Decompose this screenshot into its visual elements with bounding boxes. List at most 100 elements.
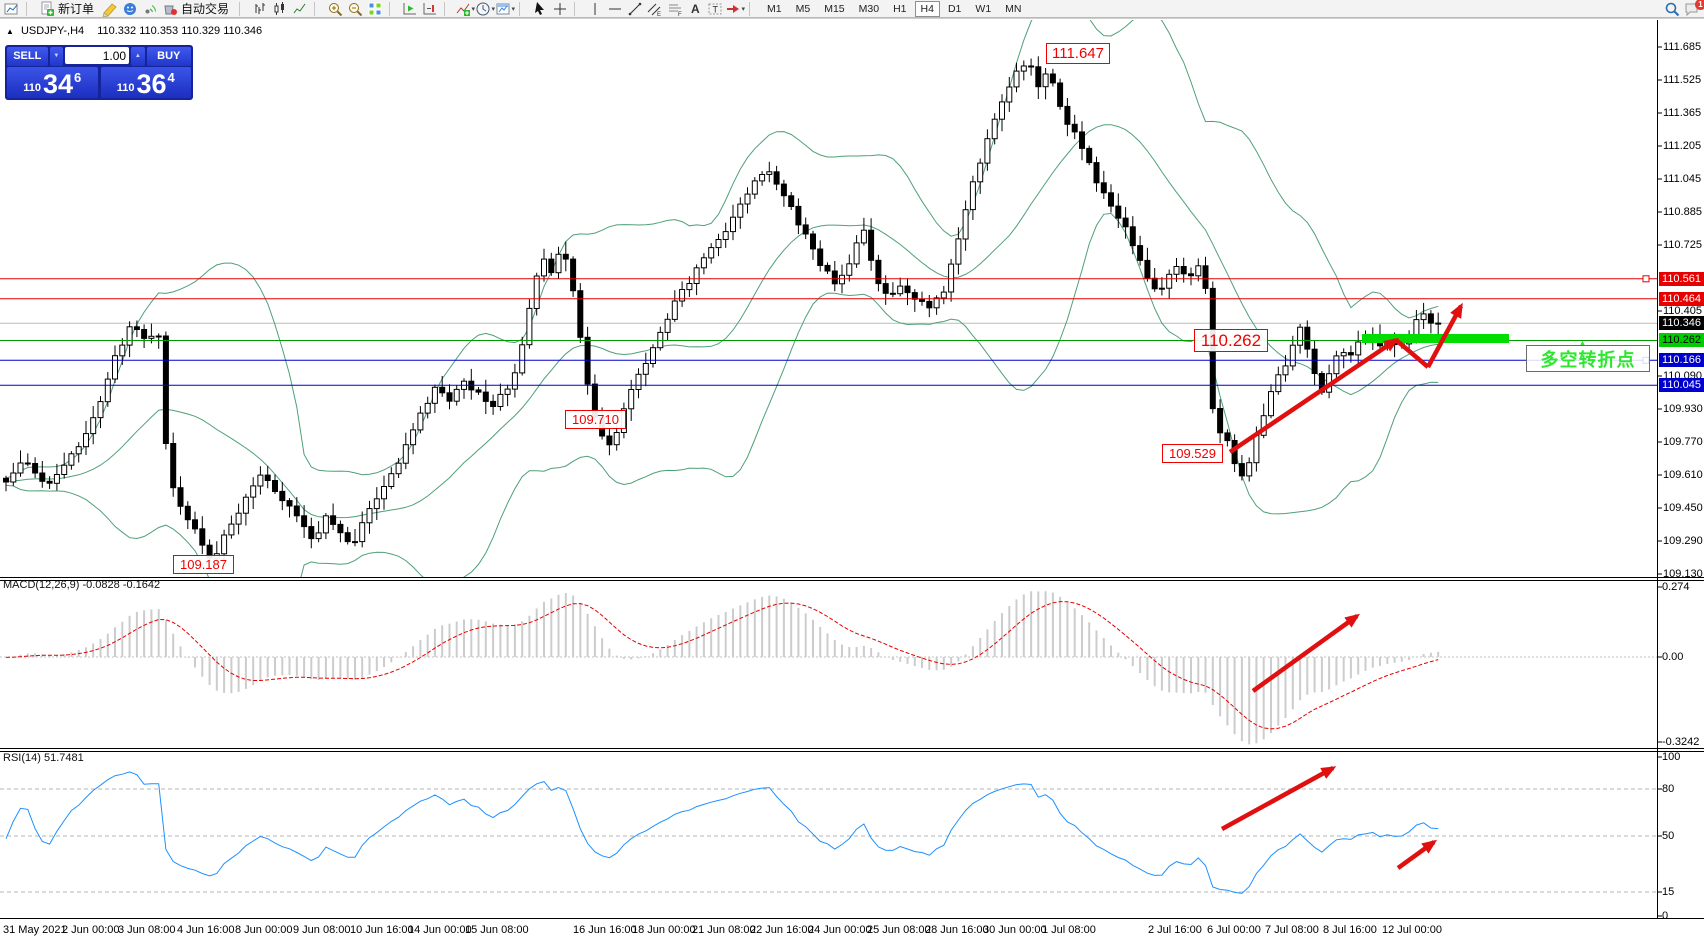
- vline-tool-icon[interactable]: [585, 1, 605, 17]
- main-toolbar: 新订单 自动交易 ▾ ▾ ▾ E F A T ▾ M1 M5 M15 M30 H1 H4 D1 W1 MN 1: [0, 0, 1704, 18]
- autotrading-label[interactable]: 自动交易: [181, 2, 230, 16]
- price-annotation[interactable]: 110.262: [1194, 329, 1268, 352]
- price-annotation[interactable]: 111.647: [1046, 43, 1110, 64]
- volume-increase-button[interactable]: ▲: [131, 47, 145, 66]
- text-tool-icon[interactable]: A: [685, 1, 705, 17]
- price-axis-tick: 111.205: [1663, 140, 1702, 152]
- timeframe-d1[interactable]: D1: [947, 2, 962, 15]
- timeframe-m15[interactable]: M15: [824, 2, 845, 15]
- autotrading-icon[interactable]: [160, 1, 180, 17]
- buy-price-big: 36: [136, 69, 167, 99]
- collapse-panel-icon[interactable]: ▲: [6, 27, 14, 36]
- time-axis-label[interactable]: 7 Jul 08:00: [1265, 924, 1319, 936]
- window-chart-icon[interactable]: [2, 1, 22, 17]
- time-axis-label[interactable]: 21 Jun 08:00: [692, 924, 756, 936]
- community-icon[interactable]: [120, 1, 140, 17]
- new-order-icon[interactable]: [37, 1, 57, 17]
- indicators-icon[interactable]: ▾: [455, 1, 475, 17]
- channel-tool-icon[interactable]: E: [645, 1, 665, 17]
- price-axis-badge: 110.045: [1659, 378, 1704, 392]
- macd-indicator-label: MACD(12,26,9) -0.0828 -0.1642: [3, 579, 161, 591]
- sell-price-button[interactable]: 110 34 6: [7, 66, 98, 98]
- time-axis-label[interactable]: 15 Jun 08:00: [465, 924, 529, 936]
- search-icon[interactable]: [1662, 1, 1682, 17]
- sell-price-prefix: 110: [23, 82, 41, 94]
- toolbar-separator: [389, 1, 397, 16]
- time-axis-label[interactable]: 3 Jun 08:00: [118, 924, 176, 936]
- time-axis-label[interactable]: 14 Jun 00:00: [408, 924, 472, 936]
- buy-button[interactable]: BUY: [146, 47, 191, 66]
- sell-price-sup: 6: [74, 70, 82, 85]
- volume-decrease-button[interactable]: ▼: [49, 47, 64, 66]
- time-axis-label[interactable]: 9 Jun 08:00: [293, 924, 351, 936]
- time-axis-label[interactable]: 16 Jun 16:00: [573, 924, 637, 936]
- timeframe-m5[interactable]: M5: [795, 2, 811, 15]
- tile-windows-icon[interactable]: [365, 1, 385, 17]
- price-annotation[interactable]: 109.187: [173, 555, 234, 574]
- time-axis-label[interactable]: 30 Jun 00:00: [983, 924, 1047, 936]
- zoom-out-icon[interactable]: [345, 1, 365, 17]
- fibonacci-tool-icon[interactable]: F: [665, 1, 685, 17]
- time-axis-label[interactable]: 1 Jul 08:00: [1042, 924, 1096, 936]
- shapes-tool-icon[interactable]: ▾: [725, 1, 745, 17]
- time-axis-label[interactable]: 28 Jun 16:00: [925, 924, 989, 936]
- trendline-tool-icon[interactable]: [625, 1, 645, 17]
- timeframe-m1[interactable]: M1: [767, 2, 782, 15]
- time-axis-label[interactable]: 22 Jun 16:00: [750, 924, 814, 936]
- buy-price-prefix: 110: [116, 82, 135, 94]
- price-axis-tick: 111.685: [1663, 41, 1702, 53]
- toolbar-separator: [26, 1, 34, 16]
- price-axis-tick: 111.525: [1663, 74, 1702, 86]
- volume-input[interactable]: [65, 47, 130, 64]
- time-axis-label[interactable]: 12 Jul 00:00: [1382, 924, 1442, 936]
- time-axis-label[interactable]: 2 Jun 00:00: [62, 924, 120, 936]
- line-chart-mode-icon[interactable]: [290, 1, 310, 17]
- crosshair-icon[interactable]: [550, 1, 570, 17]
- price-axis-tick: 109.770: [1663, 436, 1703, 448]
- timeframe-h4[interactable]: H4: [914, 0, 940, 17]
- time-axis-label[interactable]: 6 Jul 00:00: [1207, 924, 1261, 936]
- price-annotation[interactable]: 109.529: [1162, 444, 1223, 463]
- highlighter-icon[interactable]: [100, 1, 120, 17]
- time-axis-label[interactable]: 8 Jun 00:00: [235, 924, 293, 936]
- timeframe-w1[interactable]: W1: [975, 2, 992, 15]
- svg-text:A: A: [691, 2, 700, 16]
- timeframe-m30[interactable]: M30: [858, 2, 880, 15]
- price-axis-tick: 109.130: [1663, 568, 1703, 580]
- dropdown-arrow-icon: ▾: [491, 5, 496, 13]
- buy-price-sup: 4: [167, 70, 175, 85]
- price-annotation[interactable]: 109.710: [565, 410, 626, 429]
- time-axis-label[interactable]: 2 Jul 16:00: [1148, 924, 1202, 936]
- time-axis-label[interactable]: 10 Jun 16:00: [350, 924, 414, 936]
- dropdown-arrow-icon: ▾: [511, 5, 516, 13]
- templates-icon[interactable]: ▾: [495, 1, 515, 17]
- timeframe-h1[interactable]: H1: [893, 2, 907, 15]
- chart-shift-icon[interactable]: [420, 1, 440, 17]
- bar-chart-mode-icon[interactable]: [250, 1, 270, 17]
- price-axis-tick: 110.885: [1663, 206, 1702, 218]
- notification-badge: 1: [1695, 0, 1704, 10]
- time-axis-label[interactable]: 18 Jun 00:00: [632, 924, 696, 936]
- time-axis-label[interactable]: 8 Jul 16:00: [1323, 924, 1377, 936]
- zoom-in-icon[interactable]: [325, 1, 345, 17]
- time-axis-label[interactable]: 25 Jun 08:00: [867, 924, 931, 936]
- chat-icon[interactable]: 1: [1682, 0, 1704, 17]
- new-order-label[interactable]: 新订单: [58, 2, 95, 16]
- pivot-text-object[interactable]: 多空转折点: [1526, 345, 1650, 372]
- periods-icon[interactable]: ▾: [475, 1, 495, 17]
- cursor-icon[interactable]: [530, 1, 550, 17]
- label-tool-icon[interactable]: T: [705, 1, 725, 17]
- price-axis-badge: 110.464: [1659, 292, 1704, 306]
- signals-icon[interactable]: [140, 1, 160, 17]
- timeframe-mn[interactable]: MN: [1005, 2, 1022, 15]
- symbol-period-label: USDJPY-,H4: [20, 25, 85, 37]
- auto-scroll-icon[interactable]: [400, 1, 420, 17]
- time-axis-label[interactable]: 24 Jun 00:00: [808, 924, 872, 936]
- svg-text:F: F: [678, 12, 682, 17]
- time-axis-label[interactable]: 4 Jun 16:00: [177, 924, 235, 936]
- candlestick-mode-icon[interactable]: [270, 1, 290, 17]
- sell-button[interactable]: SELL: [7, 47, 48, 66]
- buy-price-button[interactable]: 110 36 4: [100, 66, 191, 99]
- time-axis-label[interactable]: 31 May 2021: [3, 924, 67, 936]
- hline-tool-icon[interactable]: [605, 1, 625, 17]
